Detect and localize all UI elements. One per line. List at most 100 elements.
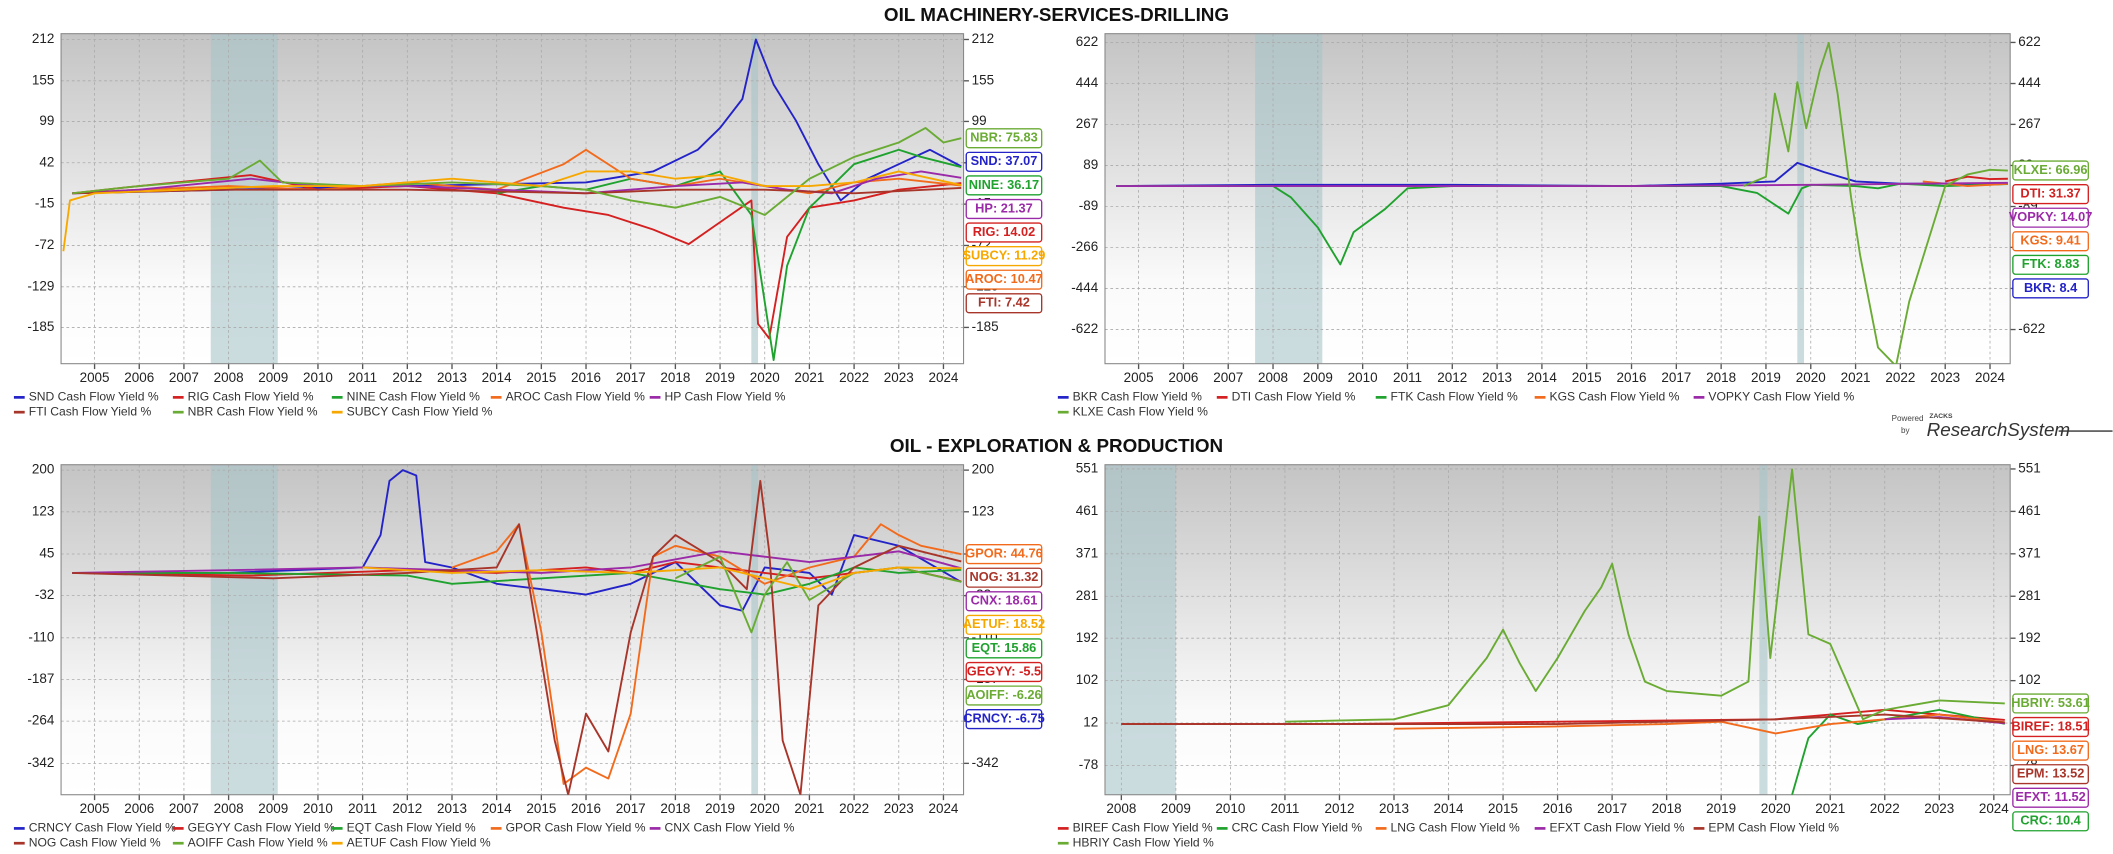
x-tick-label: 2013 xyxy=(437,801,467,816)
recession-band xyxy=(210,464,278,795)
x-tick-label: 2016 xyxy=(1543,801,1573,816)
x-tick-label: 2019 xyxy=(705,370,735,385)
legend-label: SND Cash Flow Yield % xyxy=(29,390,159,404)
x-tick-label: 2007 xyxy=(1213,370,1243,385)
end-label-box xyxy=(2012,716,2089,738)
x-tick-label: 2012 xyxy=(1324,801,1354,816)
x-tick-label: 2020 xyxy=(1761,801,1791,816)
x-tick-label: 2018 xyxy=(1652,801,1682,816)
y-tick-label: -110 xyxy=(28,629,54,644)
x-tick-label: 2020 xyxy=(750,801,780,816)
x-tick-label: 2023 xyxy=(1930,370,1960,385)
legend-label: RIG Cash Flow Yield % xyxy=(188,390,314,404)
x-tick-label: 2019 xyxy=(1706,801,1736,816)
y2-tick-label: 551 xyxy=(2018,461,2040,476)
plot-border xyxy=(1104,33,2011,365)
x-tick-label: 2017 xyxy=(1597,801,1627,816)
y2-tick-label: -342 xyxy=(972,755,999,770)
x-tick-label: 2013 xyxy=(437,370,467,385)
x-tick-label: 2014 xyxy=(482,370,512,385)
series-line xyxy=(1121,713,2005,725)
y-tick-label: -15 xyxy=(35,196,54,211)
legend-label: FTI Cash Flow Yield % xyxy=(29,404,152,418)
plot-border xyxy=(60,464,965,796)
x-tick-label: 2011 xyxy=(348,370,377,385)
legend-label: AETUF Cash Flow Yield % xyxy=(347,835,491,849)
x-tick-label: 2016 xyxy=(571,370,601,385)
legend-label: BIREF Cash Flow Yield % xyxy=(1073,821,1213,835)
brand-name: ResearchSystem xyxy=(1927,419,2070,440)
end-label: GEGYY: -5.5 xyxy=(967,663,1041,678)
end-label-box xyxy=(2012,254,2089,275)
x-tick-label: 2022 xyxy=(1885,370,1915,385)
y-tick-label: -264 xyxy=(27,713,54,728)
x-tick-label: 2006 xyxy=(124,370,154,385)
y2-tick-label: 444 xyxy=(2018,75,2041,90)
brand-by: by xyxy=(1901,426,1910,435)
legend-label: AOIFF Cash Flow Yield % xyxy=(188,835,328,849)
series-line xyxy=(72,469,962,612)
y-tick-label: 123 xyxy=(32,503,54,518)
x-tick-label: 2018 xyxy=(660,370,690,385)
end-label-box xyxy=(2012,811,2089,832)
x-tick-label: 2017 xyxy=(1661,370,1691,385)
legend-label: HP Cash Flow Yield % xyxy=(665,390,786,404)
recession-band xyxy=(1759,464,1768,795)
end-label-box xyxy=(965,246,1043,267)
end-label: NBR: 75.83 xyxy=(970,130,1037,145)
end-label: HP: 21.37 xyxy=(975,200,1033,215)
x-tick-label: 2023 xyxy=(884,370,914,385)
end-label: GPOR: 44.76 xyxy=(965,545,1042,560)
y-tick-label: -342 xyxy=(27,755,54,770)
x-tick-label: 2019 xyxy=(705,801,735,816)
plot-border xyxy=(60,33,965,365)
y-tick-label: -266 xyxy=(1071,239,1098,254)
end-label-box xyxy=(2012,693,2089,714)
x-tick-label: 2009 xyxy=(258,370,288,385)
x-tick-label: 2006 xyxy=(124,801,154,816)
y-tick-label: -89 xyxy=(1079,198,1098,213)
x-tick-label: 2022 xyxy=(1870,801,1900,816)
legend-label: NBR Cash Flow Yield % xyxy=(188,404,318,418)
legend-label: EFXT Cash Flow Yield % xyxy=(1550,821,1685,835)
x-tick-label: 2024 xyxy=(1979,801,2009,816)
x-tick-label: 2016 xyxy=(571,801,601,816)
legend-label: KLXE Cash Flow Yield % xyxy=(1073,404,1209,418)
x-tick-label: 2005 xyxy=(80,370,110,385)
series-line xyxy=(72,38,962,202)
end-label: CRNCY: -6.75 xyxy=(963,710,1044,725)
y-tick-label: 622 xyxy=(1076,34,1098,49)
y-tick-label: -129 xyxy=(27,278,54,293)
end-label: BKR: 8.4 xyxy=(2024,280,2078,295)
end-label: AOIFF: -6.26 xyxy=(966,687,1041,702)
y-tick-label: 461 xyxy=(1076,503,1098,518)
x-tick-label: 2006 xyxy=(1168,370,1198,385)
end-label: SND: 37.07 xyxy=(971,153,1038,168)
x-tick-label: 2021 xyxy=(1841,370,1871,385)
end-label-box xyxy=(965,293,1043,314)
series-line xyxy=(72,566,962,596)
legend-label: NOG Cash Flow Yield % xyxy=(29,835,161,849)
x-tick-label: 2024 xyxy=(928,370,958,385)
end-label-box xyxy=(965,709,1043,730)
end-label: HBRIY: 53.61 xyxy=(2011,695,2090,710)
y-tick-label: 267 xyxy=(1076,116,1098,131)
legend-label: GEGYY Cash Flow Yield % xyxy=(188,821,335,835)
end-label-box xyxy=(965,151,1043,172)
legend-label: BKR Cash Flow Yield % xyxy=(1073,390,1202,404)
end-label: BIREF: 18.51 xyxy=(2012,718,2090,733)
recession-band xyxy=(751,33,759,364)
end-label: AETUF: 18.52 xyxy=(963,616,1045,631)
y2-tick-label: 200 xyxy=(972,462,994,477)
series-line xyxy=(1743,42,2008,364)
end-label-box xyxy=(2012,231,2089,252)
legend-label: CNX Cash Flow Yield % xyxy=(665,821,795,835)
y-tick-label: -622 xyxy=(1071,321,1098,336)
x-tick-label: 2021 xyxy=(794,801,824,816)
end-label-box xyxy=(965,128,1043,149)
x-tick-label: 2021 xyxy=(794,370,824,385)
chart: 21221215515599994242-15-15-72-72-129-129… xyxy=(13,31,1045,418)
y-tick-label: 12 xyxy=(1083,715,1098,730)
legend-label: KGS Cash Flow Yield % xyxy=(1550,390,1680,404)
